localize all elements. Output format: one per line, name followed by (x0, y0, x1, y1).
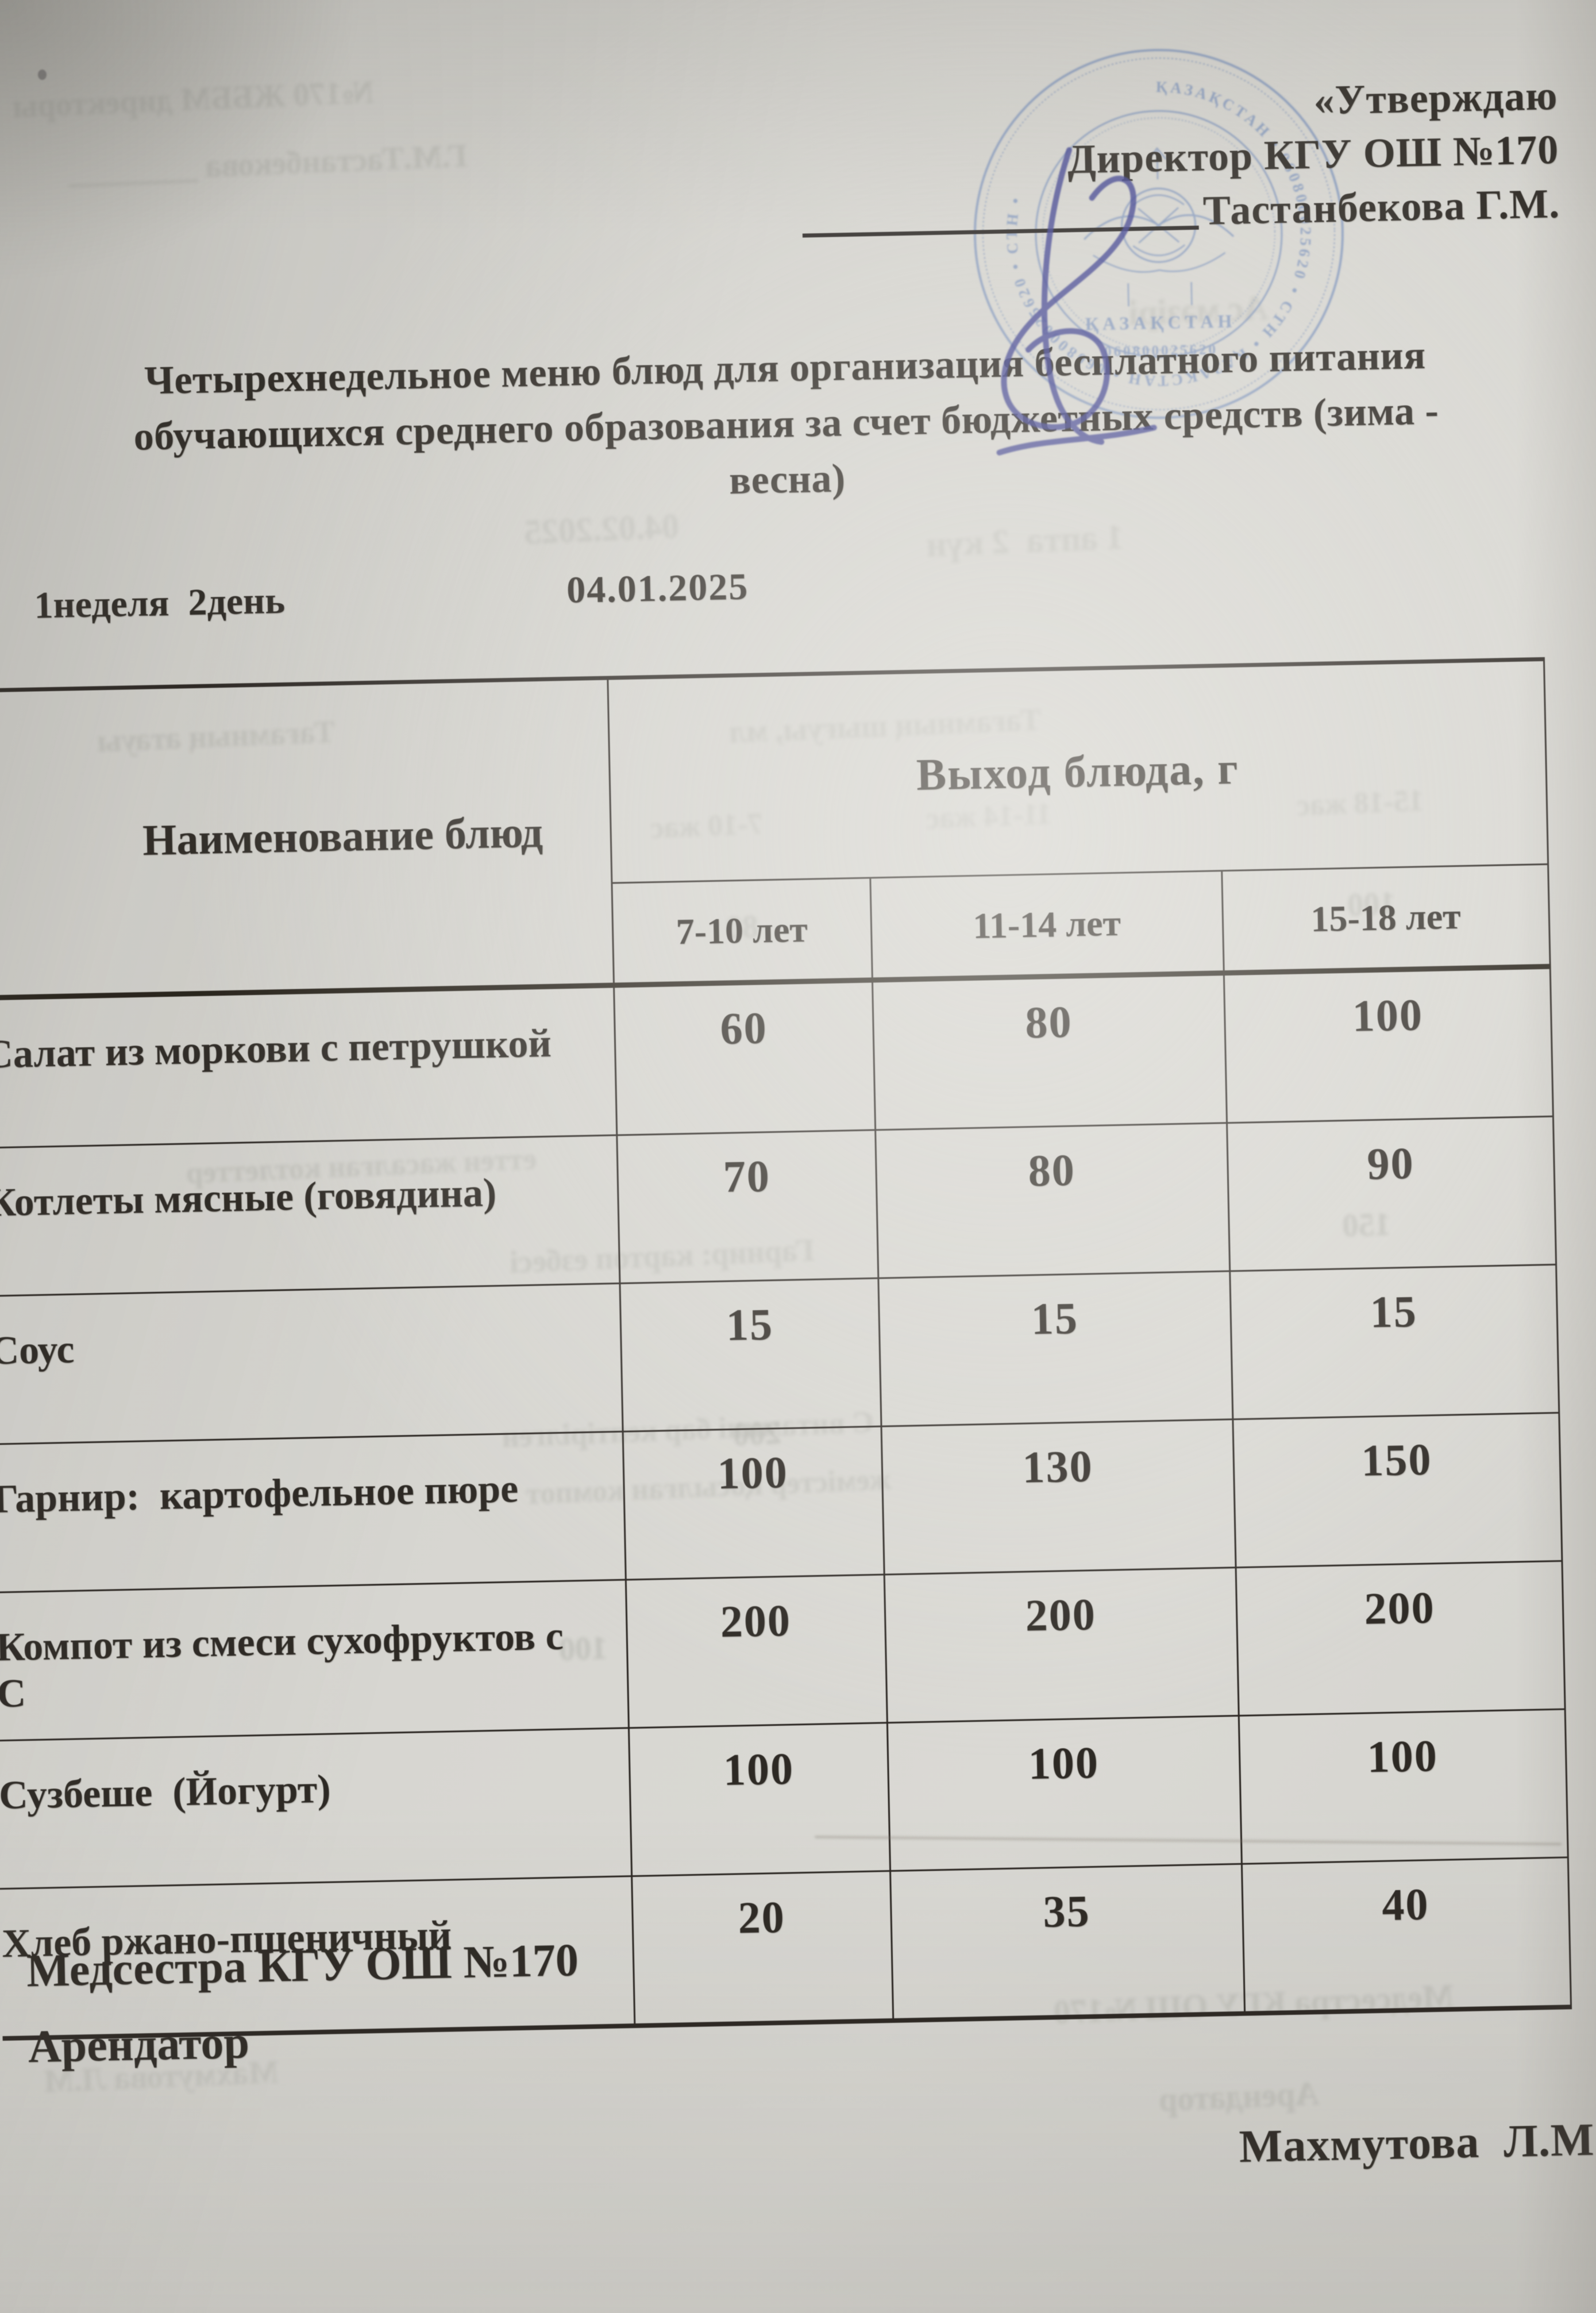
portion-value: 200 (884, 1567, 1239, 1723)
footer-names: Махмутова Л.М Мамедова Н.А (1235, 1933, 1596, 2313)
portion-value: 150 (1232, 1413, 1562, 1568)
dish-name: Компот из смеси сухофруктов с С (0, 1579, 629, 1741)
column-header-dishes: Наименование блюд (0, 678, 614, 998)
portion-value: 80 (875, 1123, 1230, 1278)
portion-value: 100 (628, 1722, 890, 1876)
portion-value: 200 (1235, 1561, 1565, 1716)
portion-value: 20 (631, 1871, 893, 2026)
bleed-through-text: Г.М.Тастанбекова ________ (68, 138, 468, 190)
portion-value: 80 (872, 973, 1227, 1130)
footer-role-tenant: Арендатор (28, 2017, 250, 2073)
bleed-through-text: №170 ЖББМ директоры (11, 74, 375, 125)
document-title: Четырехнедельное меню блюд для организац… (67, 326, 1506, 522)
table-header-row: Наименование блюд Выход блюда, г (0, 659, 1548, 998)
menu-table: Наименование блюд Выход блюда, г 7-10 ле… (0, 657, 1572, 2041)
portion-value: 60 (613, 980, 876, 1135)
portion-value: 15 (878, 1271, 1233, 1427)
date-label: 04.01.2025 (566, 565, 749, 611)
portion-value: 35 (890, 1864, 1245, 2021)
portion-value: 90 (1227, 1116, 1556, 1271)
dish-name: Салат из моркови с петрушкой (0, 985, 617, 1148)
dish-name: Соус (0, 1283, 623, 1444)
ink-speck (37, 69, 47, 80)
footer-name-1: Махмутова Л.М (1238, 2114, 1595, 2172)
portion-value: 70 (616, 1129, 878, 1283)
portion-value: 130 (881, 1419, 1236, 1575)
age-header: 11-14 лет (870, 870, 1224, 980)
portion-value: 15 (1229, 1265, 1559, 1420)
dish-name: Гарнир: картофельное пюре (0, 1431, 626, 1593)
portion-value: 100 (622, 1426, 884, 1580)
footer-role-nurse: Медсестра КГУ ОШ №170 (26, 1935, 579, 1997)
dish-name: Сузбеше (Йогурт) (0, 1728, 632, 1889)
dish-name: Котлеты мясные (говядина) (0, 1135, 620, 1296)
portion-value: 200 (625, 1574, 887, 1728)
portion-value: 100 (1223, 966, 1553, 1123)
footer-roles: Медсестра КГУ ОШ №170 Арендатор (26, 1922, 581, 2085)
column-header-output: Выход блюда, г (607, 659, 1548, 883)
bleed-through-text: 04.02.2025 (523, 507, 680, 552)
portion-value: 100 (886, 1716, 1242, 1871)
portion-value: 15 (619, 1278, 881, 1432)
signature-ink (996, 147, 1157, 456)
week-day-label: 1неделя 2день (33, 579, 286, 627)
age-header: 7-10 лет (611, 877, 872, 985)
age-header: 15-18 лет (1221, 864, 1550, 973)
